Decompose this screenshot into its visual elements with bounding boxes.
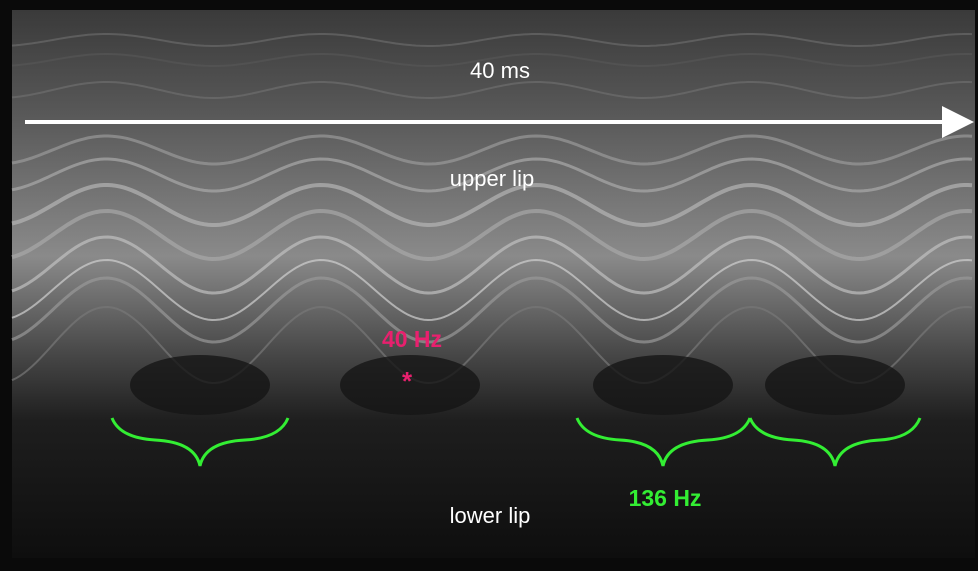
frequency-label: 136 Hz (629, 485, 702, 511)
lower-lip-label: lower lip (450, 503, 531, 528)
upper-lip-label: upper lip (450, 166, 534, 191)
marker-label: * (402, 366, 413, 396)
time-label: 40 ms (470, 58, 530, 83)
frequency-label: 40 Hz (382, 326, 442, 352)
glottal-gap (593, 355, 733, 415)
kymograph: 40 ms upper lip 40 Hz * lower lip 136 Hz (0, 0, 978, 571)
page: 40 ms upper lip 40 Hz * lower lip 136 Hz… (0, 0, 978, 571)
glottal-gap (130, 355, 270, 415)
glottal-gap (765, 355, 905, 415)
